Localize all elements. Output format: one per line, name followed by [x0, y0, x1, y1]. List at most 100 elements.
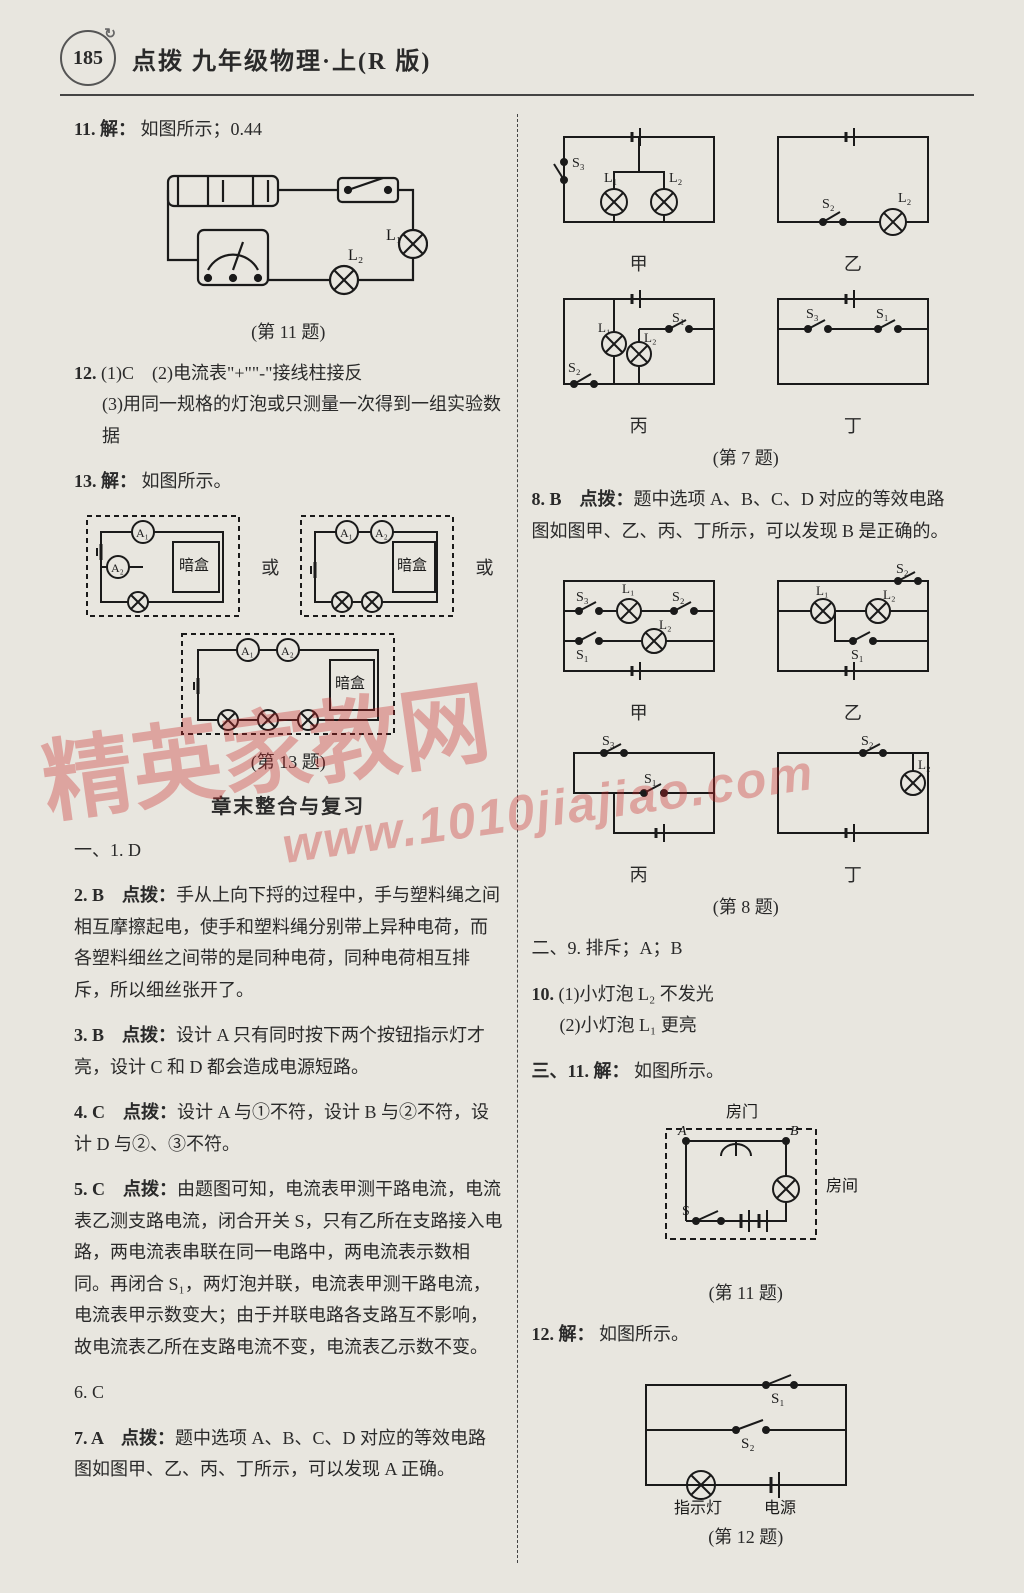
svg-text:指示灯: 指示灯	[674, 1499, 722, 1515]
svg-text:A₁: A₁	[340, 526, 353, 540]
svg-text:L₂: L₂	[644, 330, 656, 345]
svg-text:房间: 房间	[826, 1177, 858, 1195]
q13-circ-2: A₁ A₂ 暗盒	[297, 512, 457, 622]
header-title: 点拨 九年级物理·上(R 版)	[132, 41, 431, 76]
a12: 12. 解： 如图所示。	[532, 1319, 961, 1351]
q7-row2: S₁ L₁ L₂ S₂	[532, 284, 961, 404]
a8: 8. B 点拨：题中选项 A、B、C、D 对应的等效电路图如图甲、乙、丙、丁所示…	[532, 484, 961, 547]
svg-text:S₃: S₃	[602, 734, 615, 749]
svg-text:S₁: S₁	[876, 307, 889, 322]
svg-text:S₂: S₂	[741, 1436, 755, 1452]
svg-text:L₁: L₁	[604, 171, 617, 186]
q7-jia: S₃ L₁ L₂	[544, 122, 734, 242]
svg-text:暗盒: 暗盒	[179, 557, 209, 574]
q13-or-1: 或	[261, 554, 279, 580]
q11r-caption: (第 11 题)	[532, 1279, 961, 1305]
q13-caption: (第 13 题)	[74, 748, 503, 774]
svg-text:S: S	[682, 1204, 690, 1219]
a11-text: 如图所示。	[634, 1061, 724, 1081]
q11-figure: L₁ L₂	[148, 160, 428, 310]
q8-l-ding: 丁	[844, 861, 862, 887]
q7-lab1: 甲 乙	[532, 250, 961, 276]
a10-label: 10.	[532, 984, 555, 1004]
q7-l-ding: 丁	[844, 412, 862, 438]
q13-circ-3: A₁ A₂ 暗盒	[178, 630, 398, 740]
a3: 3. B 点拨：设计 A 只有同时按下两个按钮指示灯才亮，设计 C 和 D 都会…	[74, 1020, 503, 1083]
svg-text:S₂: S₂	[672, 590, 685, 605]
a12-label: 12. 解：	[532, 1324, 595, 1344]
svg-text:暗盒: 暗盒	[397, 557, 427, 574]
q12: 12. (1)C (2)电流表"+""-"接线柱接反 (3)用同一规格的灯泡或只…	[74, 358, 503, 453]
a7: 7. A 点拨：题中选项 A、B、C、D 对应的等效电路图如图甲、乙、丙、丁所示…	[74, 1423, 503, 1486]
q8-caption: (第 8 题)	[532, 893, 961, 919]
a6: 6. C	[74, 1377, 503, 1409]
svg-text:S₁: S₁	[576, 648, 589, 663]
svg-text:L₂: L₂	[659, 617, 671, 632]
q8-l-bing: 丙	[630, 861, 648, 887]
q8-row1: S₃ L₁ S₂ S₁ L₂	[532, 561, 961, 691]
a3-head: 3. B 点拨：	[74, 1025, 176, 1045]
q11-text: 如图所示；0.44	[141, 119, 263, 139]
q8-ding: S₂ L₂	[758, 733, 948, 853]
q8-lab1: 甲 乙	[532, 699, 961, 725]
q12-label: 12.	[74, 363, 97, 383]
a2: 2. B 点拨：手从上向下捋的过程中，手与塑料绳之间相互摩擦起电，使手和塑料绳分…	[74, 880, 503, 1006]
q12-caption: (第 12 题)	[532, 1523, 961, 1549]
a2-head: 2. B 点拨：	[74, 885, 176, 905]
svg-text:A₂: A₂	[111, 561, 124, 575]
q13-figrow2: A₁ A₂ 暗盒	[74, 630, 503, 740]
q7-l-bing: 丙	[630, 412, 648, 438]
q12-figure: S₁ S₂ 指示灯 电源	[616, 1365, 876, 1515]
svg-text:L₂: L₂	[348, 247, 363, 264]
page-header: 185 点拨 九年级物理·上(R 版)	[60, 30, 974, 96]
q8-l-yi: 乙	[844, 699, 862, 725]
a9: 二、9. 排斥；A；B	[532, 933, 961, 965]
svg-text:S₂: S₂	[896, 562, 909, 577]
q8-yi: S₂ L₁ L₂ S₁	[758, 561, 948, 691]
q8-bing: S₃ S₁	[544, 733, 734, 853]
q12-p2: (3)用同一规格的灯泡或只测量一次得到一组实验数据	[74, 389, 503, 452]
svg-text:电源: 电源	[764, 1499, 796, 1515]
svg-text:房门: 房门	[726, 1103, 758, 1121]
right-column: S₃ L₁ L₂	[518, 114, 975, 1563]
a8-head: 8. B 点拨：	[532, 489, 634, 509]
a5-body: 由题图可知，电流表甲测干路电流，电流表乙测支路电流，闭合开关 S，只有乙所在支路…	[74, 1179, 503, 1357]
svg-text:S₂: S₂	[822, 197, 835, 212]
svg-text:L₁: L₁	[386, 227, 401, 244]
svg-text:L₁: L₁	[816, 583, 828, 598]
a4: 4. C 点拨：设计 A 与①不符，设计 B 与②不符，设计 D 与②、③不符。	[74, 1097, 503, 1160]
q8-jia: S₃ L₁ S₂ S₁ L₂	[544, 561, 734, 691]
q7-l-jia: 甲	[630, 250, 648, 276]
a5-head: 5. C 点拨：	[74, 1179, 177, 1199]
q13-circ-1: A₁ A₂ 暗盒	[83, 512, 243, 622]
q7-lab2: 丙 丁	[532, 412, 961, 438]
a1: 一、1. D	[74, 835, 503, 867]
a12-text: 如图所示。	[599, 1324, 689, 1344]
q13-figrow1: A₁ A₂ 暗盒	[74, 512, 503, 622]
page-number-badge: 185	[60, 30, 116, 86]
svg-text:L₂: L₂	[898, 191, 912, 206]
q7-ding: S₃ S₁	[758, 284, 948, 404]
svg-text:S₃: S₃	[806, 307, 819, 322]
svg-text:S₃: S₃	[572, 156, 585, 171]
svg-text:S₁: S₁	[851, 648, 864, 663]
q13-or-2: 或	[475, 554, 493, 580]
q11r-figure: 房门 A B S	[626, 1101, 866, 1271]
a5: 5. C 点拨：由题图可知，电流表甲测干路电流，电流表乙测支路电流，闭合开关 S…	[74, 1174, 503, 1363]
svg-text:L₂: L₂	[669, 171, 683, 186]
a11-label: 三、11. 解：	[532, 1061, 630, 1081]
q7-caption: (第 7 题)	[532, 444, 961, 470]
svg-text:暗盒: 暗盒	[335, 675, 365, 692]
svg-text:B: B	[790, 1124, 799, 1139]
a10: 10. (1)小灯泡 L₂ 不发光 (2)小灯泡 L₁ 更亮	[532, 979, 961, 1042]
q7-yi: S₂ L₂	[758, 122, 948, 242]
svg-text:S₁: S₁	[771, 1391, 785, 1407]
q7-row1: S₃ L₁ L₂	[532, 122, 961, 242]
q7-bing: S₁ L₁ L₂ S₂	[544, 284, 734, 404]
page-root: 185 点拨 九年级物理·上(R 版) 11. 解： 如图所示；0.44	[0, 0, 1024, 1593]
svg-text:S₁: S₁	[644, 772, 657, 787]
svg-text:S₂: S₂	[861, 734, 874, 749]
svg-text:A₂: A₂	[281, 644, 294, 658]
q13: 13. 解： 如图所示。	[74, 466, 503, 498]
q13-label: 13. 解：	[74, 471, 137, 491]
